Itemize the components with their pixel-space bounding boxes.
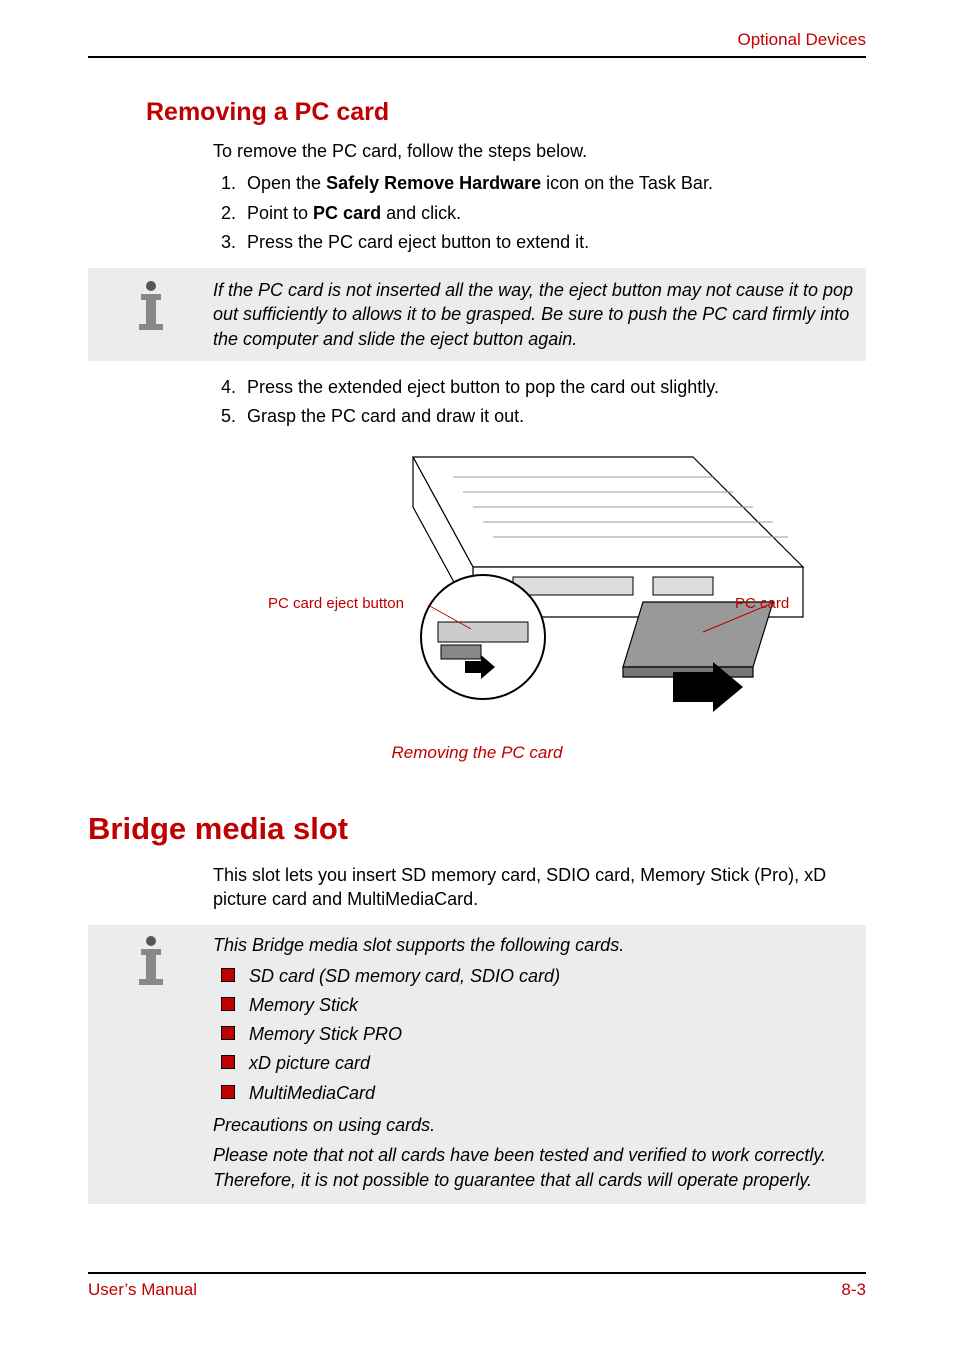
step-item: Press the extended eject button to pop t…	[241, 375, 866, 399]
info-note-2-text: This Bridge media slot supports the foll…	[213, 933, 862, 1192]
list-item: MultiMediaCard	[221, 1081, 854, 1105]
figure-removing-pc-card: PC card eject button PC card	[213, 437, 866, 737]
footer-left: User’s Manual	[88, 1280, 197, 1300]
info-note-2: This Bridge media slot supports the foll…	[88, 925, 866, 1204]
header-rule	[88, 56, 866, 58]
info-note-1: If the PC card is not inserted all the w…	[88, 268, 866, 361]
footer-right: 8-3	[841, 1280, 866, 1300]
step-item: Point to PC card and click.	[241, 201, 866, 225]
step-item: Grasp the PC card and draw it out.	[241, 404, 866, 428]
section1-intro: To remove the PC card, follow the steps …	[213, 139, 866, 163]
list-item: xD picture card	[221, 1051, 854, 1075]
note2-precaution-body: Please note that not all cards have been…	[213, 1143, 854, 1192]
list-item: Memory Stick	[221, 993, 854, 1017]
laptop-illustration	[213, 437, 863, 717]
section2-intro: This slot lets you insert SD memory card…	[213, 863, 866, 912]
figure-caption: Removing the PC card	[88, 743, 866, 763]
list-item: SD card (SD memory card, SDIO card)	[221, 964, 854, 988]
footer-rule	[88, 1272, 866, 1274]
info-note-1-text: If the PC card is not inserted all the w…	[213, 278, 862, 351]
steps-list-b: Press the extended eject button to pop t…	[213, 375, 866, 429]
heading-removing-pc-card: Removing a PC card	[146, 98, 866, 127]
header-section-title: Optional Devices	[88, 30, 866, 50]
figure-label-pc-card: PC card	[735, 595, 789, 612]
steps-list-a: Open the Safely Remove Hardware icon on …	[213, 171, 866, 254]
supported-cards-list: SD card (SD memory card, SDIO card) Memo…	[213, 964, 854, 1105]
step-item: Press the PC card eject button to extend…	[241, 230, 866, 254]
figure-label-eject-button: PC card eject button	[268, 595, 404, 612]
note2-precaution-heading: Precautions on using cards.	[213, 1113, 854, 1137]
info-icon	[88, 278, 213, 332]
list-item: Memory Stick PRO	[221, 1022, 854, 1046]
heading-bridge-media-slot: Bridge media slot	[88, 811, 866, 847]
page-footer: User’s Manual 8-3	[88, 1272, 866, 1300]
note2-intro: This Bridge media slot supports the foll…	[213, 933, 854, 957]
step-item: Open the Safely Remove Hardware icon on …	[241, 171, 866, 195]
info-icon	[88, 933, 213, 987]
